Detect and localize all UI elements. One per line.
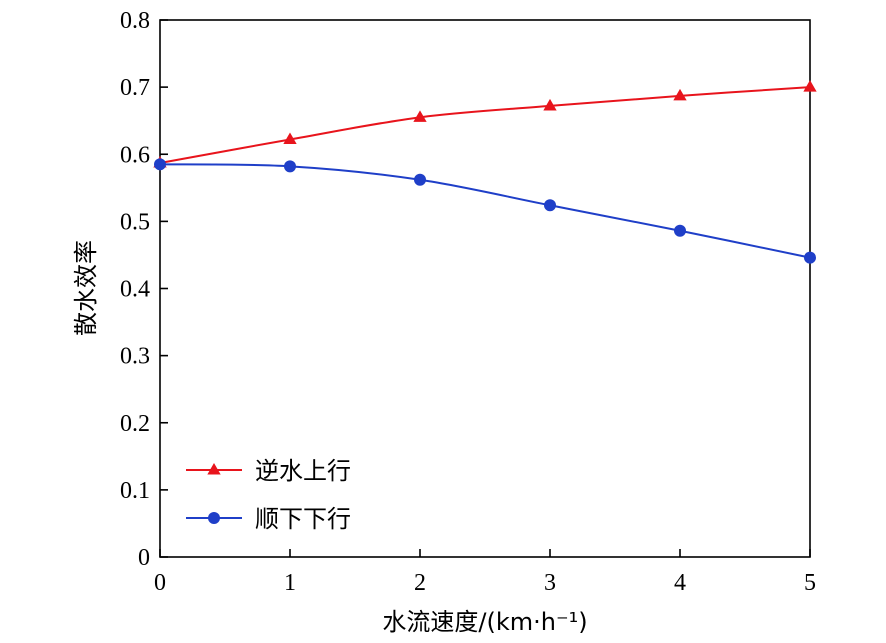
y-axis: 0 0.1 0.2 0.3 0.4 0.5 0.6 0.7 0.8 [120,8,168,571]
y-tick-label: 0.2 [120,411,150,437]
y-tick-label: 0.4 [120,277,150,303]
y-axis-title: 散水效率 [72,240,100,336]
legend-label: 顺下下行 [255,505,351,533]
legend-marker-triangle [207,463,221,475]
x-axis: 0 1 2 3 4 5 [154,549,816,596]
legend-label: 逆水上行 [255,457,351,485]
x-tick-label: 4 [674,570,686,596]
data-point-circle [414,173,426,186]
y-tick-label: 0.6 [120,142,150,168]
series-line-1 [159,86,811,164]
legend-marker-circle [208,512,220,524]
x-tick-label: 5 [804,570,816,596]
data-point-circle [154,158,166,171]
data-point-circle [674,224,686,237]
data-point-circle [544,199,556,212]
series-line-2 [159,163,811,259]
y-tick-label: 0.3 [120,344,150,370]
y-tick-label: 0.1 [120,478,150,504]
data-point-circle [284,160,296,173]
data-point-triangle [543,98,557,111]
data-point-triangle [673,88,687,101]
x-axis-title: 水流速度/(km·h⁻¹) [382,608,587,636]
y-tick-label: 0.8 [120,8,150,34]
y-tick-label: 0.5 [120,209,150,235]
data-point-triangle [413,110,427,122]
y-tick-label: 0 [138,545,150,571]
x-tick-label: 1 [284,570,296,596]
data-point-triangle [283,132,297,145]
x-tick-label: 2 [414,570,426,596]
series-layer [153,80,817,264]
x-tick-label: 3 [544,570,556,596]
data-point-circle [804,251,816,264]
data-point-triangle [803,80,817,92]
x-tick-label: 0 [154,570,166,596]
y-tick-label: 0.7 [120,75,150,101]
